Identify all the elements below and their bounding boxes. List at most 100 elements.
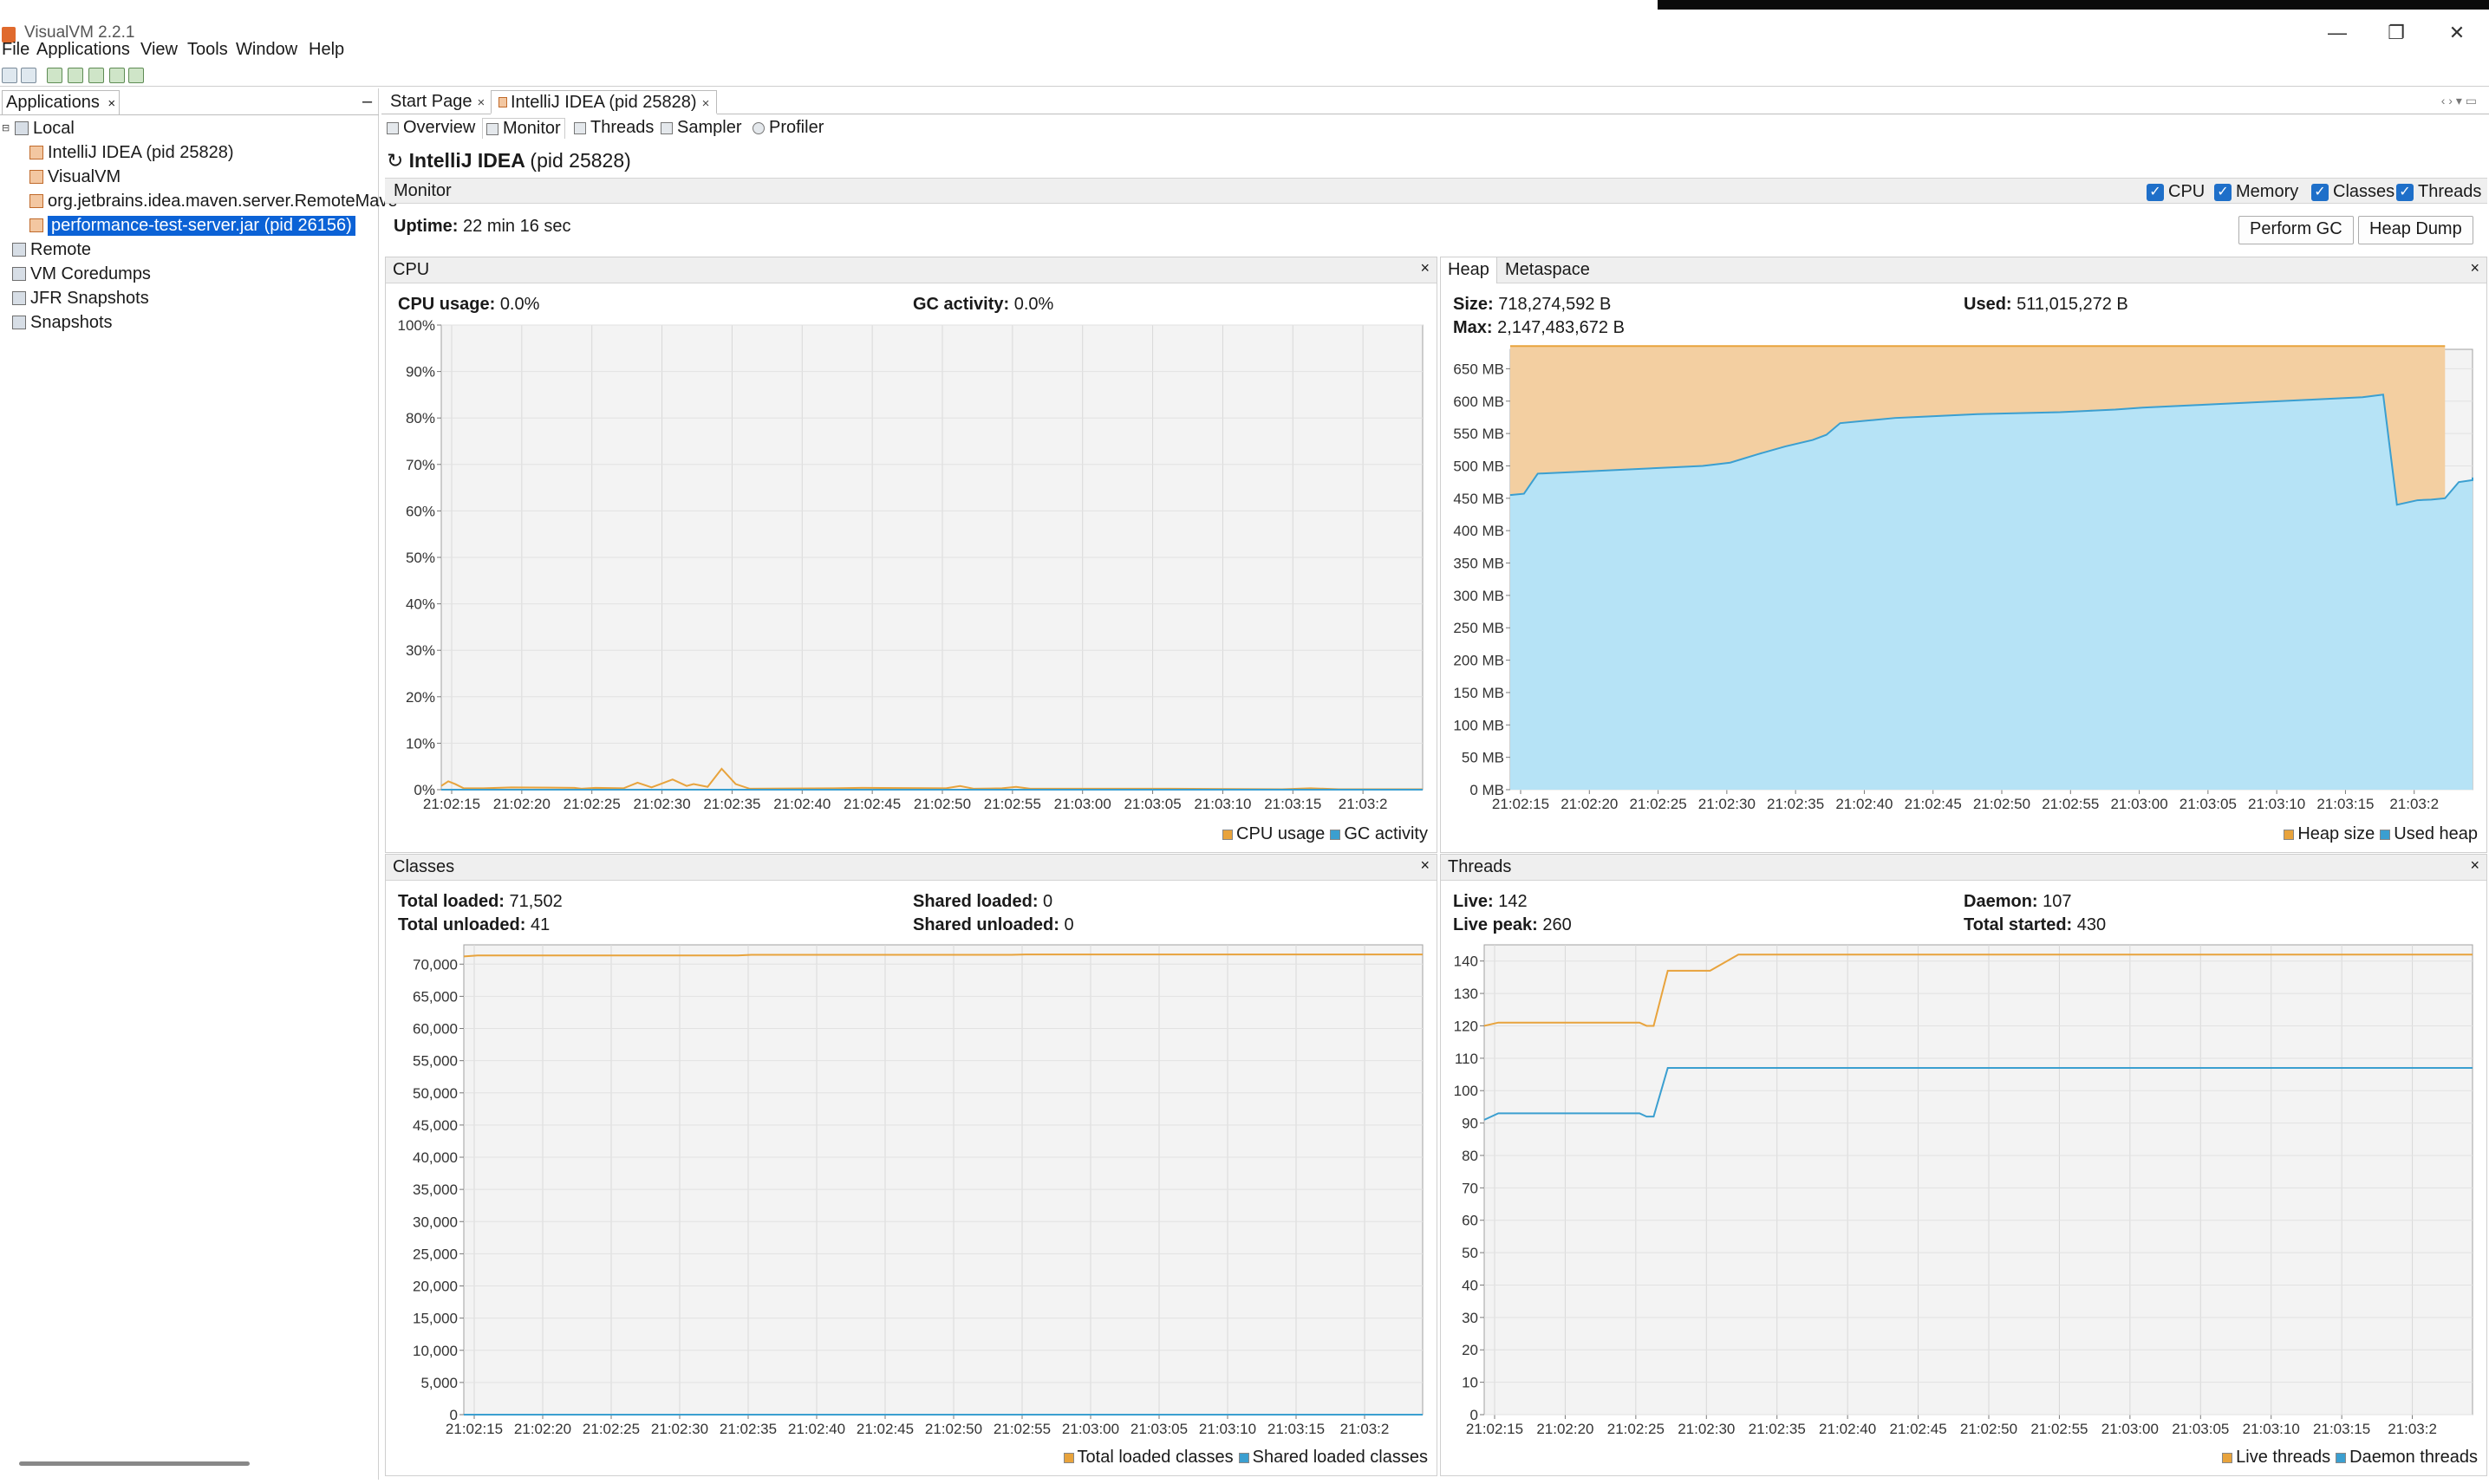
horizontal-scrollbar[interactable] (19, 1461, 250, 1466)
close-panel-button[interactable]: × (1420, 856, 1430, 874)
add-remote-host-icon[interactable] (47, 68, 62, 83)
heap-panel-header: Heap Metaspace × (1441, 257, 2486, 283)
subtab-sampler[interactable]: Sampler (661, 118, 741, 138)
add-jmx-connection-icon[interactable] (68, 68, 83, 83)
series-line-live-threads (1483, 954, 2473, 1027)
subtab-label: Threads (590, 118, 655, 137)
tree-node-remote[interactable]: Remote (12, 238, 91, 262)
close-window-button[interactable]: ✕ (2448, 22, 2466, 43)
tree-node-intellij[interactable]: IntelliJ IDEA (pid 25828) (29, 140, 234, 165)
x-tick-label: 21:03:15 (2313, 1421, 2370, 1437)
tree-node-performance-server[interactable]: performance-test-server.jar (pid 26156) (29, 213, 355, 238)
x-tick-label: 21:02:50 (914, 796, 971, 812)
y-tick-label: 70 (1462, 1180, 1478, 1196)
load-coredump-icon[interactable] (21, 68, 36, 83)
subtab-threads[interactable]: Threads (574, 118, 654, 138)
series-line-total-loaded-classes (463, 954, 1423, 958)
tab-heap[interactable]: Heap (1441, 257, 1497, 283)
heap-dump-button[interactable]: Heap Dump (2358, 216, 2473, 244)
y-tick-label: 30 (1462, 1310, 1478, 1326)
cpu-checkbox[interactable]: ✓ CPU (2147, 182, 2205, 202)
close-panel-button[interactable]: × (2470, 856, 2479, 874)
stat-value: 0 (1043, 892, 1053, 911)
x-tick-label: 21:02:45 (844, 796, 901, 812)
restore-button[interactable]: ❐ (2388, 22, 2405, 43)
subtab-profiler[interactable]: Profiler (753, 118, 824, 138)
y-tick-label: 10% (406, 735, 435, 752)
collapse-icon[interactable]: ⊟ (2, 123, 10, 133)
y-tick-label: 60% (406, 503, 435, 519)
applications-tab[interactable]: Applications × (2, 90, 121, 114)
compare-snapshots-icon[interactable] (128, 68, 144, 83)
subtab-overview[interactable]: Overview (387, 118, 475, 138)
computer-icon (15, 121, 29, 135)
subtab-monitor[interactable]: Monitor (482, 118, 565, 139)
checkbox-label: Classes (2333, 182, 2395, 201)
menu-window[interactable]: Window (236, 40, 298, 59)
x-tick-label: 21:03:00 (2110, 796, 2167, 812)
series-area-used-heap (1510, 394, 2473, 790)
tree-node-vm-coredumps[interactable]: VM Coredumps (12, 262, 151, 286)
x-tick-label: 21:02:30 (651, 1421, 708, 1437)
memory-checkbox[interactable]: ✓ Memory (2214, 182, 2298, 202)
stat-value: 0 (1064, 915, 1074, 934)
checkbox-checked-icon: ✓ (2396, 183, 2414, 201)
close-panel-button[interactable]: × (2470, 259, 2479, 277)
plot-area (1483, 944, 2473, 1416)
applications-tab-close[interactable]: × (108, 96, 116, 111)
y-tick-label: 140 (1454, 954, 1478, 970)
java-app-icon (498, 97, 507, 107)
cpu-panel-header: CPU × (386, 257, 1437, 283)
classes-checkbox[interactable]: ✓ Classes (2311, 182, 2395, 202)
minimize-button[interactable]: — (2328, 22, 2347, 43)
tab-metaspace[interactable]: Metaspace (1505, 260, 1590, 279)
x-tick-label: 21:03:2 (1340, 1421, 1390, 1437)
y-tick-label: 30,000 (413, 1214, 458, 1230)
heap-chart: 21:02:15 21:02:20 21:02:25 21:02:30 21:02:35… (1453, 345, 2473, 812)
menu-tools[interactable]: Tools (187, 40, 228, 59)
threads-checkbox[interactable]: ✓ Threads (2396, 182, 2481, 202)
tab-intellij-idea[interactable]: IntelliJ IDEA (pid 25828) × (491, 90, 718, 114)
close-panel-button[interactable]: × (1420, 259, 1430, 277)
y-tick-label: 120 (1454, 1018, 1478, 1034)
menu-view[interactable]: View (140, 40, 178, 59)
y-tick-label: 15,000 (413, 1311, 458, 1327)
tab-navigation-icons[interactable]: ‹ › ▾ ▭ (2440, 94, 2477, 107)
tab-close-button[interactable]: × (701, 96, 710, 111)
java-app-icon (29, 194, 43, 208)
x-tick-label: 21:03:15 (2316, 796, 2374, 812)
classes-legend: Total loaded classes Shared loaded class… (1059, 1448, 1428, 1468)
stat-label: Shared unloaded: (913, 915, 1059, 934)
add-coredump-icon[interactable] (88, 68, 104, 83)
y-tick-label: 0% (414, 782, 435, 798)
load-snapshot-icon[interactable] (2, 68, 17, 83)
sampler-icon (661, 121, 673, 134)
threads-icon (574, 121, 586, 134)
legend-label: Used heap (2394, 824, 2478, 843)
y-tick-label: 0 (1470, 1407, 1478, 1423)
subtab-label: Monitor (503, 119, 561, 138)
uptime-value: 22 min 16 sec (463, 217, 571, 236)
tree-node-local[interactable]: ⊟ Local (2, 116, 75, 140)
y-tick-label: 100% (398, 318, 435, 334)
tree-node-snapshots[interactable]: Snapshots (12, 310, 113, 335)
menu-applications[interactable]: Applications (36, 40, 130, 59)
minimize-panel-button[interactable]: – (362, 92, 373, 111)
tab-start-page[interactable]: Start Page × (383, 90, 492, 114)
menu-file[interactable]: File (2, 40, 30, 59)
x-tick-label: 21:02:15 (1466, 1421, 1523, 1437)
tree-node-maven-server[interactable]: org.jetbrains.idea.maven.server.RemoteMa… (29, 189, 398, 213)
perform-gc-button[interactable]: Perform GC (2238, 216, 2354, 244)
y-tick-label: 0 (450, 1407, 458, 1423)
heap-size-stat: Size: 718,274,592 B (1453, 295, 1611, 315)
tab-close-button[interactable]: × (477, 95, 485, 110)
x-tick-label: 21:02:20 (514, 1421, 571, 1437)
refresh-icon: ↻ (387, 149, 409, 172)
jfr-icon (12, 291, 26, 305)
menu-help[interactable]: Help (309, 40, 345, 59)
panel-title: Classes (393, 857, 455, 876)
tree-node-jfr-snapshots[interactable]: JFR Snapshots (12, 286, 149, 310)
tree-node-visualvm[interactable]: VisualVM (29, 165, 121, 189)
x-tick-label: 21:02:40 (1835, 796, 1893, 812)
add-jfr-icon[interactable] (109, 68, 125, 83)
